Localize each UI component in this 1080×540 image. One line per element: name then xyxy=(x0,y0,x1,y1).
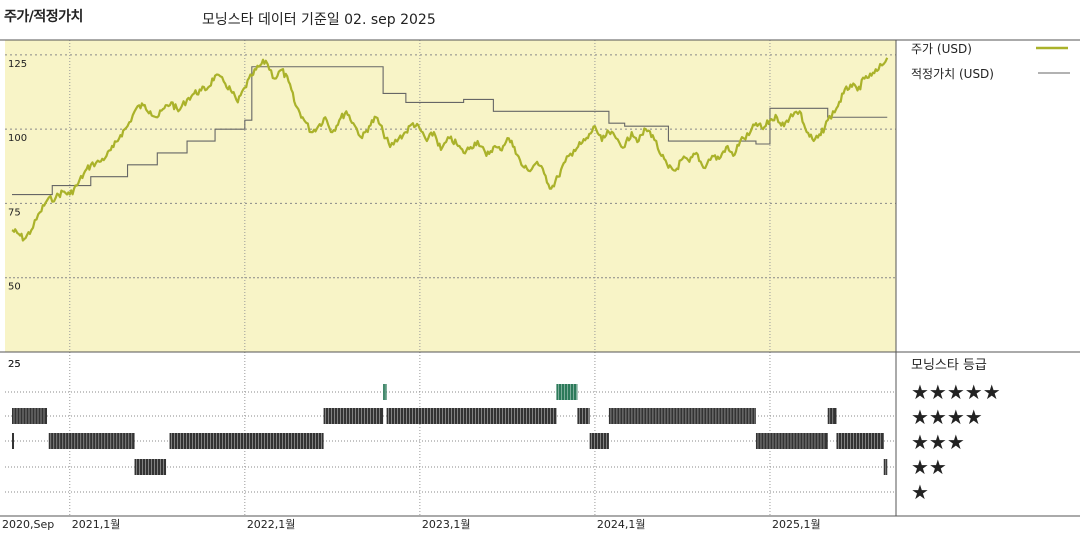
rating-bar-3-stars xyxy=(836,433,884,449)
rating-bar-2-stars xyxy=(883,459,888,475)
y-tick-label: 100 xyxy=(8,133,27,144)
x-tick-label: 2024,1월 xyxy=(597,518,646,531)
y-tick-label: 75 xyxy=(8,207,21,218)
rating-stars-row: ★★ xyxy=(911,455,947,479)
rating-bar-fill xyxy=(755,433,828,449)
y-tick-label: 25 xyxy=(8,359,21,370)
rating-bar-5-stars xyxy=(556,384,578,400)
x-tick-label: 2021,1월 xyxy=(72,518,121,531)
rating-bar-3-stars xyxy=(169,433,324,449)
y-tick-label: 125 xyxy=(8,59,27,70)
rating-bar-4-stars xyxy=(386,408,557,424)
rating-panel-title: 모닝스타 등급 xyxy=(911,358,987,373)
rating-bar-4-stars xyxy=(323,408,384,424)
rating-bar-4-stars xyxy=(12,408,48,424)
rating-bar-3-stars xyxy=(755,433,828,449)
legend-price-label: 주가 (USD) xyxy=(911,42,972,56)
x-tick-label: 2022,1월 xyxy=(247,518,296,531)
rating-bar-fill xyxy=(556,384,578,400)
x-tick-label: 2020,Sep xyxy=(2,518,54,531)
rating-stars-row: ★★★★ xyxy=(911,405,983,429)
rating-bar-fill xyxy=(386,408,557,424)
data-date-title: 모닝스타 데이터 기준일 02. sep 2025 xyxy=(202,12,436,28)
price-line xyxy=(11,57,889,242)
rating-bar-5-stars xyxy=(383,384,387,400)
rating-bar-fill xyxy=(589,433,609,449)
y-tick-label: 50 xyxy=(8,282,21,293)
rating-bar-fill xyxy=(836,433,884,449)
rating-bar-3-stars xyxy=(12,433,15,449)
rating-bar-3-stars xyxy=(48,433,135,449)
rating-bar-fill xyxy=(48,433,135,449)
rating-bar-4-stars xyxy=(577,408,590,424)
rating-bar-4-stars xyxy=(608,408,756,424)
chart-title-left: 주가/적정가치 xyxy=(4,9,83,25)
plot-background xyxy=(5,40,896,352)
rating-band-tick-label: 25 xyxy=(8,359,21,370)
rating-bar-fill xyxy=(827,408,837,424)
rating-bar-3-stars xyxy=(589,433,609,449)
rating-bar-fill xyxy=(577,408,590,424)
rating-stars-row: ★★★ xyxy=(911,430,965,454)
rating-stars-row: ★★★★★ xyxy=(911,380,1001,404)
rating-bar-fill xyxy=(323,408,384,424)
rating-stars-row: ★ xyxy=(911,480,929,504)
legend-fair-value-label: 적정가치 (USD) xyxy=(911,67,994,81)
x-tick-label: 2023,1월 xyxy=(422,518,471,531)
rating-bar-fill xyxy=(12,433,15,449)
x-tick-label: 2025,1월 xyxy=(772,518,821,531)
rating-bar-2-stars xyxy=(134,459,167,475)
rating-bar-4-stars xyxy=(827,408,837,424)
